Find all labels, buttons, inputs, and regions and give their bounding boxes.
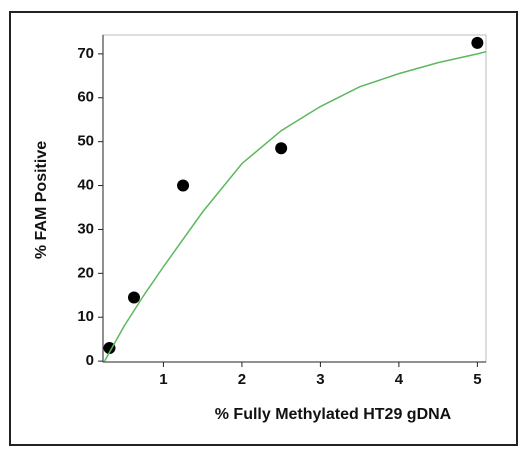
x-tick-label: 2 (238, 371, 246, 388)
frame (9, 11, 518, 446)
y-axis-label: % FAM Positive (33, 141, 50, 259)
data-point (275, 142, 288, 155)
fit-curve (103, 50, 487, 362)
x-tick-label: 5 (473, 371, 481, 388)
y-tick-label: 30 (77, 220, 94, 237)
y-tick-label: 0 (86, 352, 94, 369)
y-tick-label: 50 (77, 133, 94, 150)
data-point (471, 36, 484, 49)
x-tick-label: 4 (395, 371, 404, 388)
y-tick-label: 10 (77, 308, 94, 325)
plot-area (102, 34, 487, 363)
y-tick-label: 20 (77, 264, 94, 281)
x-tick-label: 3 (316, 371, 324, 388)
y-tick-label: 60 (77, 89, 94, 106)
y-tick-label: 70 (77, 45, 94, 62)
data-point (103, 341, 116, 354)
x-axis-label: % Fully Methylated HT29 gDNA (215, 406, 452, 423)
x-tick-label: 1 (159, 371, 167, 388)
data-point (128, 291, 141, 304)
data-point (177, 179, 190, 192)
y-tick-label: 40 (77, 177, 94, 194)
